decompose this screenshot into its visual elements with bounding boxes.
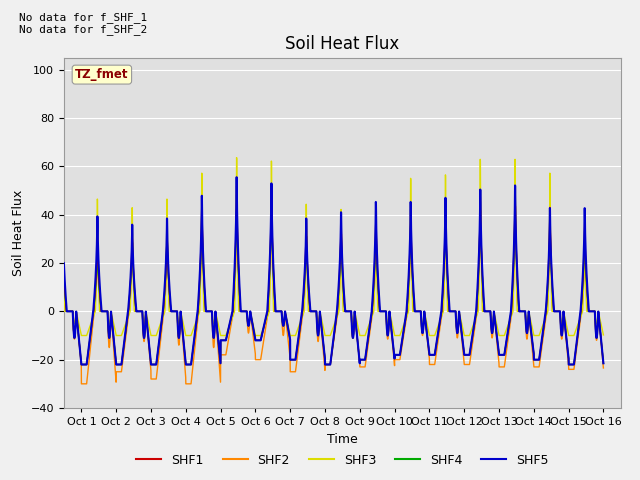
X-axis label: Time: Time xyxy=(327,432,358,445)
Text: No data for f_SHF_1
No data for f_SHF_2: No data for f_SHF_1 No data for f_SHF_2 xyxy=(19,12,148,36)
Y-axis label: Soil Heat Flux: Soil Heat Flux xyxy=(12,190,25,276)
Text: TZ_fmet: TZ_fmet xyxy=(75,68,129,81)
Legend: SHF1, SHF2, SHF3, SHF4, SHF5: SHF1, SHF2, SHF3, SHF4, SHF5 xyxy=(131,449,554,472)
Title: Soil Heat Flux: Soil Heat Flux xyxy=(285,35,399,53)
